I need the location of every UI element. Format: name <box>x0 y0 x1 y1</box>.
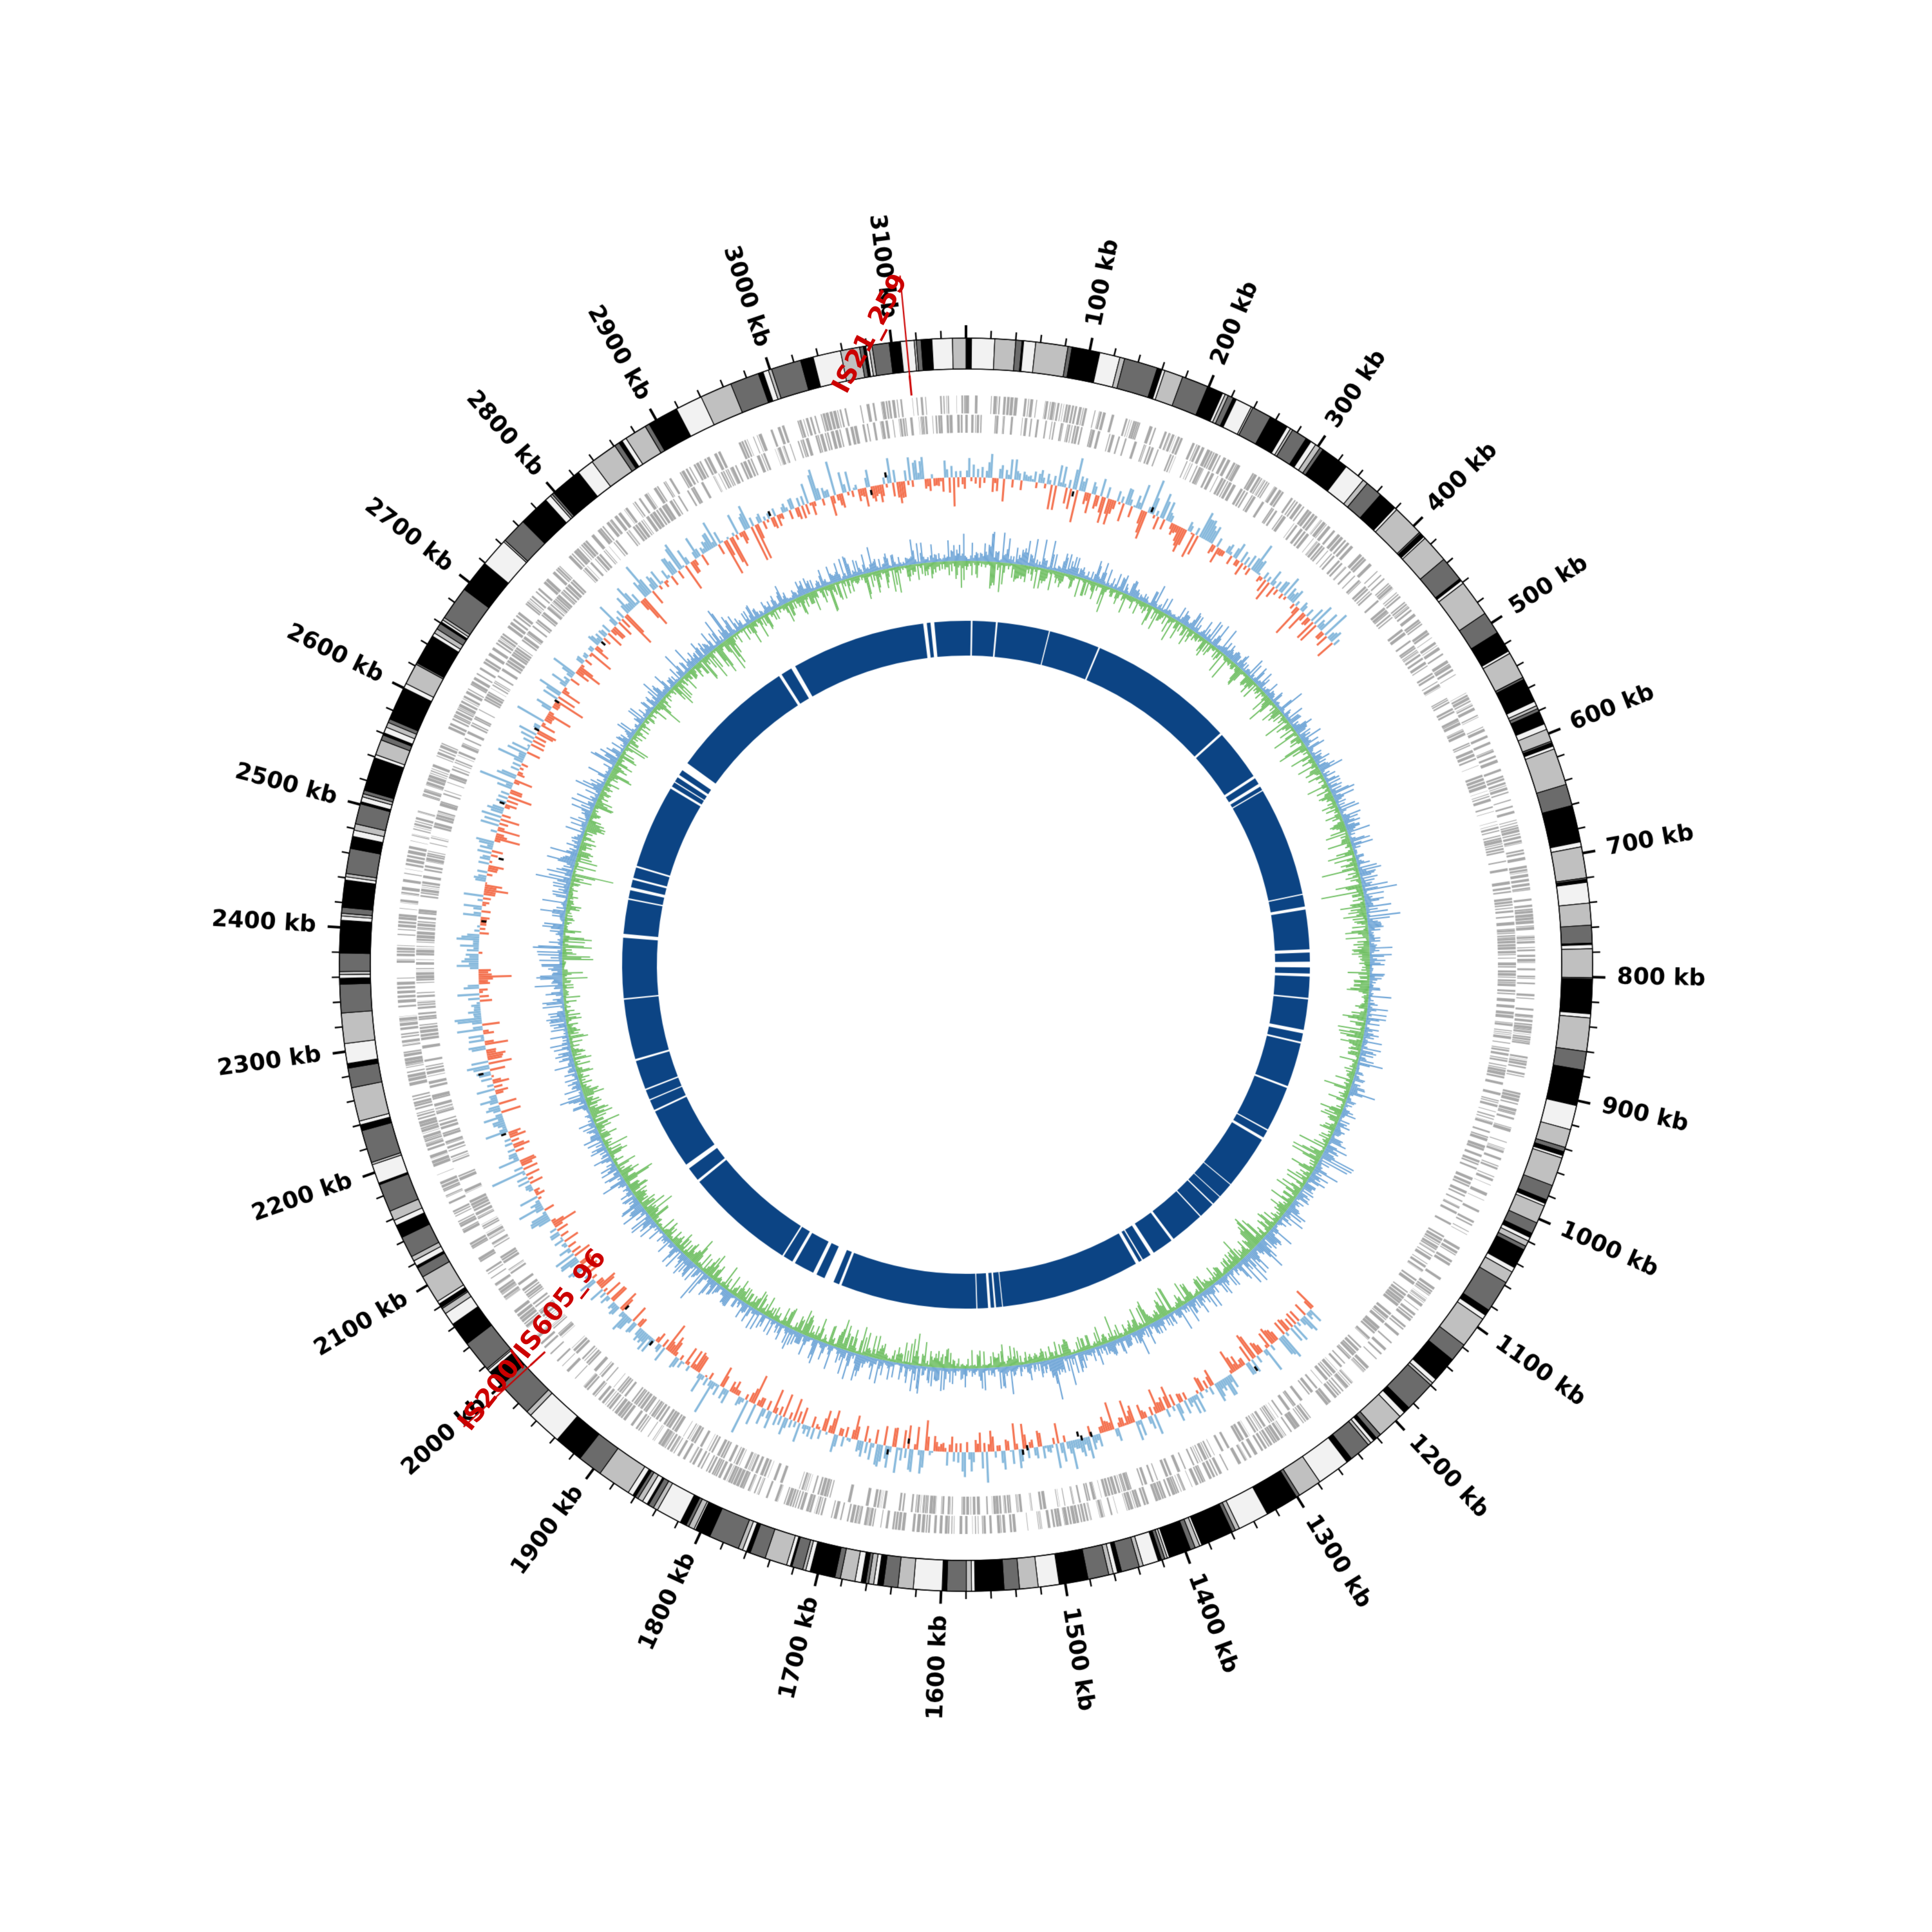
genome-map-figure: IS21_259 IS200/IS605_96 <box>0 0 1932 1932</box>
circular-genome-canvas <box>0 0 1932 1932</box>
